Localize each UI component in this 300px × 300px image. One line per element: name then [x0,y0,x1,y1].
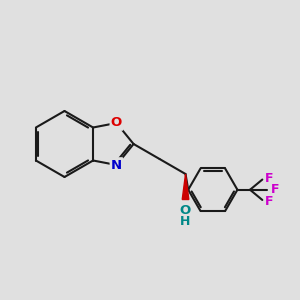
Text: O: O [111,116,122,130]
Text: F: F [265,195,274,208]
Text: N: N [111,158,122,172]
Polygon shape [182,174,189,200]
Text: H: H [180,215,190,228]
Text: F: F [265,172,274,185]
Text: O: O [179,204,191,217]
Text: F: F [270,183,279,196]
